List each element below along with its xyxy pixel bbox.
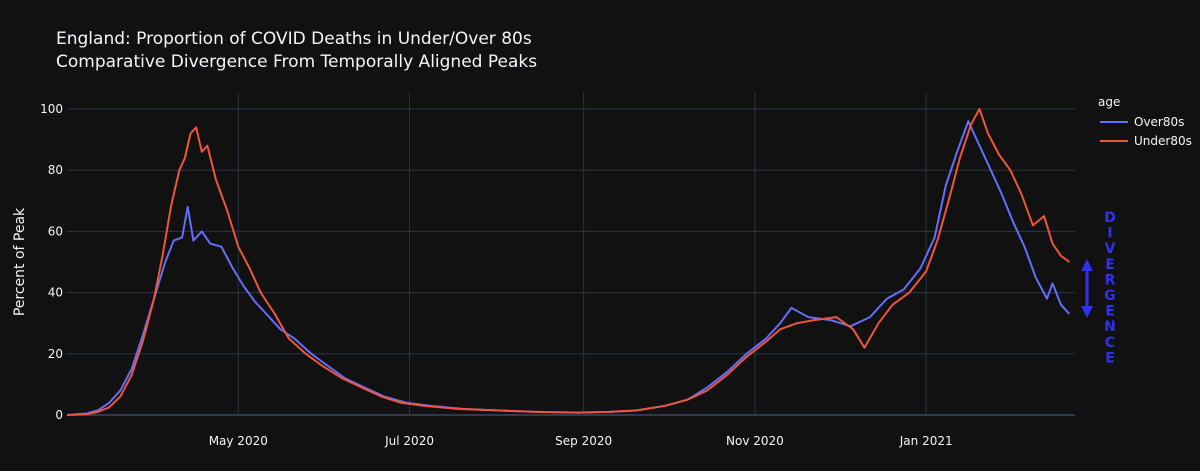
divergence-arrow-up [1081, 259, 1093, 271]
gridlines [67, 92, 1075, 416]
y-tick-label: 20 [48, 347, 63, 361]
y-tick-label: 40 [48, 286, 63, 300]
chart-title: England: Proportion of COVID Deaths in U… [56, 29, 532, 49]
y-tick-label: 80 [48, 163, 63, 177]
y-axis-ticks: 0 20 40 60 80 100 [40, 102, 63, 422]
y-tick-label: 0 [55, 408, 63, 422]
divergence-letter: V [1105, 241, 1116, 257]
divergence-arrow-down [1081, 306, 1093, 318]
x-tick-label: May 2020 [209, 434, 268, 448]
y-axis-title: Percent of Peak [12, 207, 28, 316]
legend[interactable]: age Over80s Under80s [1098, 95, 1192, 148]
y-tick-label: 60 [48, 224, 63, 238]
legend-title: age [1098, 95, 1120, 109]
x-axis-ticks: May 2020 Jul 2020 Sep 2020 Nov 2020 Jan 2021 [209, 434, 953, 448]
divergence-letter: C [1105, 335, 1115, 351]
divergence-letter: D [1104, 210, 1116, 226]
chart-subtitle: Comparative Divergence From Temporally A… [56, 52, 537, 72]
legend-label-over80s: Over80s [1134, 115, 1184, 129]
x-tick-label: Jan 2021 [899, 434, 953, 448]
legend-items[interactable]: Over80s Under80s [1100, 115, 1192, 148]
divergence-letter: E [1105, 304, 1115, 320]
legend-label-under80s: Under80s [1134, 134, 1192, 148]
divergence-letter: G [1104, 288, 1116, 304]
divergence-letter: E [1105, 350, 1115, 366]
x-tick-label: Nov 2020 [726, 434, 784, 448]
series-line-over80s [66, 120, 1071, 416]
series-layer [66, 108, 1071, 416]
divergence-letter: R [1105, 272, 1116, 288]
series-line-under80s [66, 108, 1070, 416]
x-tick-label: Jul 2020 [384, 434, 434, 448]
divergence-letter: I [1107, 226, 1112, 242]
divergence-letter: E [1105, 257, 1115, 273]
divergence-letter: N [1104, 319, 1116, 335]
x-tick-label: Sep 2020 [555, 434, 612, 448]
y-tick-label: 100 [40, 102, 63, 116]
